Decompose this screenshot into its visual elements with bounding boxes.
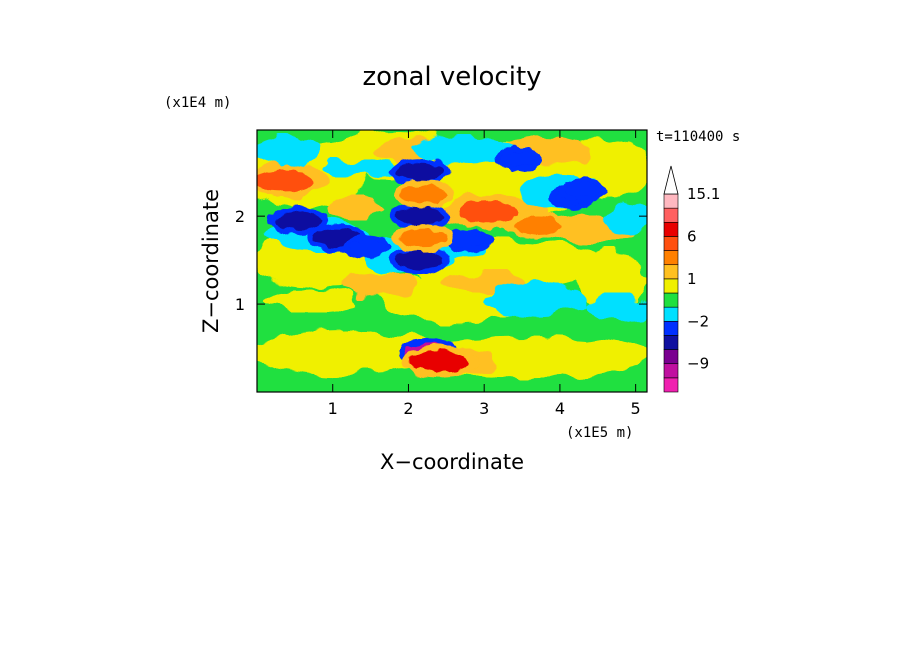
contour-region	[325, 196, 386, 218]
x-axis-label: X−coordinate	[380, 450, 524, 474]
colorbar-segment	[663, 236, 679, 251]
x-tick-label: 2	[403, 399, 413, 418]
colorbar-segment	[663, 306, 679, 322]
contour-field	[257, 130, 647, 392]
x-tick-label: 4	[555, 399, 565, 418]
plot-frame	[256, 129, 648, 393]
contour-region	[484, 282, 591, 318]
contour-region	[586, 295, 647, 322]
contour-core	[257, 164, 321, 197]
contour-region	[575, 251, 647, 305]
x-tick-label: 3	[479, 399, 489, 418]
colorbar-label: 6	[687, 227, 697, 245]
colorbar-segment	[663, 250, 679, 266]
colorbar-segment	[663, 264, 679, 280]
contour-region	[257, 330, 447, 375]
y-axis: 12	[235, 207, 647, 314]
time-label: t=110400 s	[656, 129, 740, 145]
chart-title: zonal velocity	[362, 62, 541, 92]
colorbar-segment	[663, 221, 679, 237]
contour-region	[257, 136, 322, 165]
contour-core	[446, 228, 493, 253]
contour-core	[495, 147, 542, 172]
y-tick-label: 2	[235, 207, 245, 226]
contour-core	[403, 345, 478, 378]
contour-region	[264, 289, 356, 311]
contour-core	[389, 202, 450, 231]
contour-core	[268, 206, 329, 235]
colorbar-label: −2	[687, 312, 709, 330]
contour-region	[340, 271, 417, 298]
x-unit-label: (x1E5 m)	[566, 425, 633, 441]
colorbar-segment	[663, 193, 679, 209]
x-tick-label: 1	[328, 399, 338, 418]
colorbar-label: −9	[687, 355, 709, 373]
contour-region	[601, 200, 647, 232]
colorbar: 15.1 6 1 −2 −9	[663, 165, 720, 393]
contour-core	[559, 177, 606, 202]
colorbar-label: 15.1	[687, 185, 720, 203]
contour-core	[450, 195, 525, 228]
contour-region	[408, 137, 515, 164]
contour-core	[392, 224, 455, 253]
contour-core	[506, 210, 569, 239]
x-tick-label: 5	[631, 399, 641, 418]
contour-region	[328, 159, 398, 177]
colorbar-segment	[663, 292, 679, 308]
colorbar-label: 1	[687, 270, 697, 288]
colorbar-segment	[663, 335, 679, 350]
colorbar-segment	[663, 207, 679, 223]
colorbar-segment	[663, 377, 679, 393]
contour-core	[392, 180, 455, 209]
colorbar-segment	[663, 363, 679, 379]
contour-core	[389, 158, 450, 187]
x-axis: 1 2 3 4 5	[328, 130, 641, 418]
contour-core	[389, 246, 450, 275]
colorbar-segment	[663, 320, 679, 336]
y-tick-label: 1	[235, 295, 245, 314]
colorbar-segment	[663, 278, 679, 294]
y-unit-label: (x1E4 m)	[164, 95, 231, 111]
colorbar-segment	[663, 349, 679, 365]
colorbar-arrow	[663, 165, 679, 195]
y-axis-label: Z−coordinate	[199, 189, 223, 333]
contour-core	[343, 234, 390, 259]
